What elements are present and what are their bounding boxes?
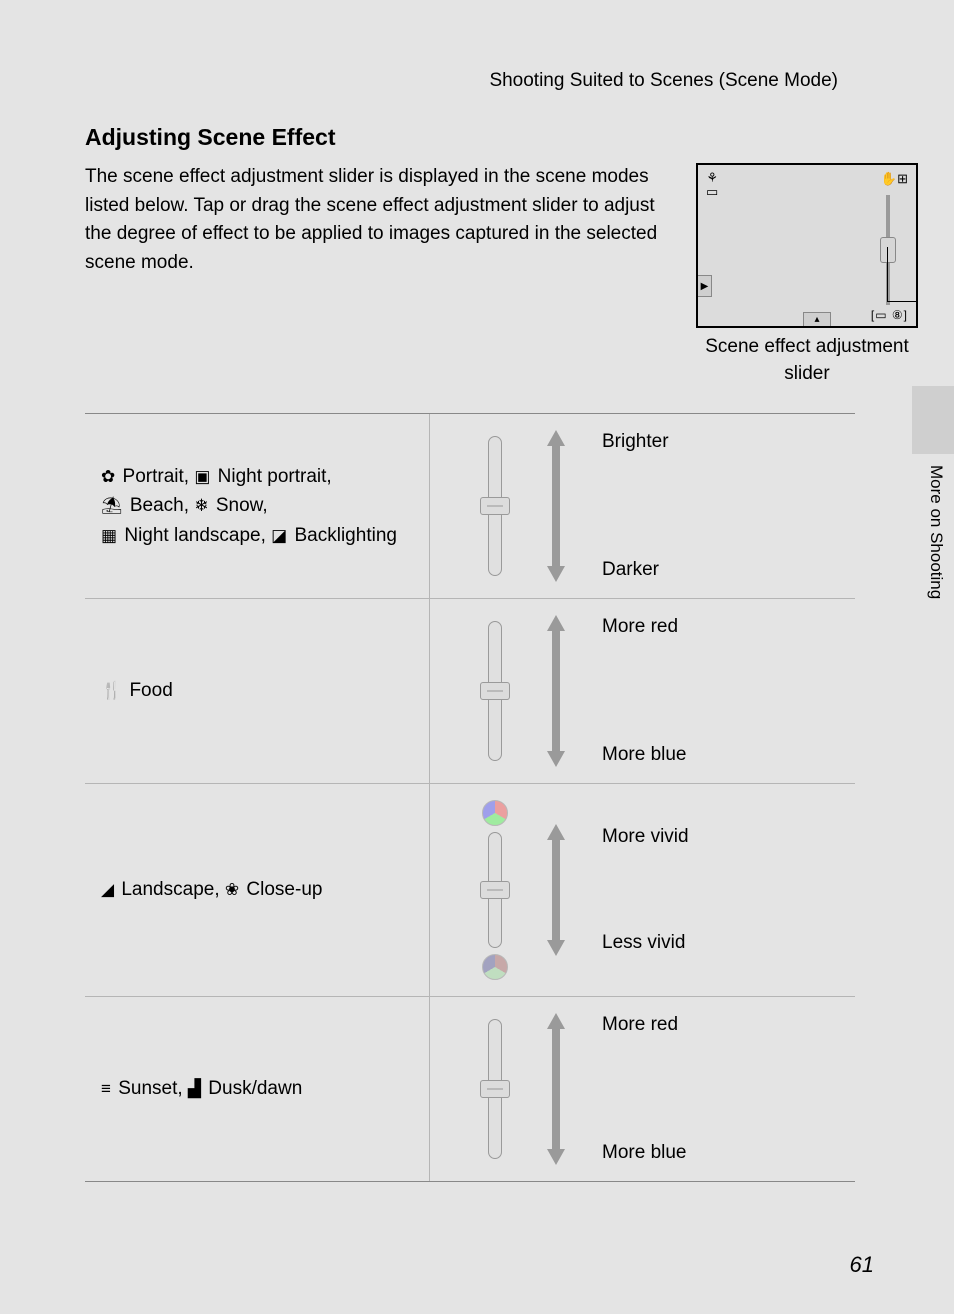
scene-modes-cell: ◢ Landscape, ❀ Close-up [85,784,430,996]
scene-modes-cell: ✿ Portrait, ▣ Night portrait,⛱ Beach, ❄ … [85,414,430,598]
intro-paragraph: The scene effect adjustment slider is di… [85,163,668,277]
page-number: 61 [850,1252,874,1278]
effect-slider[interactable] [480,1019,510,1159]
lcd-bottom-button: ▴ [803,312,831,326]
effect-slider[interactable] [480,436,510,576]
bottom-label: More blue [602,744,687,766]
side-tab [912,386,954,454]
scene-modes-cell: ≡ Sunset, ▟ Dusk/dawn [85,997,430,1181]
top-label: More red [602,616,687,638]
slider-labels: More vivid Less vivid [602,826,689,954]
less-vivid-icon [482,954,508,980]
effect-slider[interactable] [480,800,510,980]
slider-cell: More vivid Less vivid [430,784,855,996]
direction-arrow [550,824,562,956]
section-title: Adjusting Scene Effect [85,124,918,151]
lcd-top-right-icon: ✋⊞ [881,171,908,187]
slider-handle[interactable] [480,881,510,899]
table-row: ◢ Landscape, ❀ Close-up More vivid Less vi… [85,784,855,997]
bottom-label: Darker [602,559,669,581]
table-row: 🍴 Food More red More blue [85,599,855,784]
slider-handle[interactable] [480,1080,510,1098]
bottom-label: Less vivid [602,932,689,954]
slider-labels: More red More blue [602,616,687,766]
top-label: More red [602,1014,687,1036]
slider-cell: More red More blue [430,997,855,1181]
slider-cell: More red More blue [430,599,855,783]
scene-effect-table: ✿ Portrait, ▣ Night portrait,⛱ Beach, ❄ … [85,413,855,1182]
top-label: Brighter [602,431,669,453]
slider-handle[interactable] [480,682,510,700]
page-header: Shooting Suited to Scenes (Scene Mode) [85,70,918,92]
slider-labels: More red More blue [602,1014,687,1164]
side-label: More on Shooting [926,465,946,599]
direction-arrow [550,615,562,767]
camera-caption: Scene effect adjustment slider [696,334,918,387]
direction-arrow [550,1013,562,1165]
lcd-left-button: ▶ [698,275,712,297]
effect-slider[interactable] [480,621,510,761]
lcd-screen: ⚘ ▭ ✋⊞ ▶ ▴ [▭ ⑧] [696,163,918,328]
scene-modes-cell: 🍴 Food [85,599,430,783]
table-row: ≡ Sunset, ▟ Dusk/dawn More red More blue [85,997,855,1181]
slider-handle[interactable] [480,497,510,515]
lcd-bottom-right-indicator: [▭ ⑧] [871,308,908,322]
lcd-callout-line [867,287,868,288]
slider-cell: Brighter Darker [430,414,855,598]
bottom-label: More blue [602,1142,687,1164]
direction-arrow [550,430,562,582]
vivid-icon [482,800,508,826]
lcd-top-left-icons: ⚘ ▭ [706,171,718,200]
top-label: More vivid [602,826,689,848]
camera-illustration: ⚘ ▭ ✋⊞ ▶ ▴ [▭ ⑧] Scene effect adjustment… [696,163,918,387]
table-row: ✿ Portrait, ▣ Night portrait,⛱ Beach, ❄ … [85,414,855,599]
slider-labels: Brighter Darker [602,431,669,581]
